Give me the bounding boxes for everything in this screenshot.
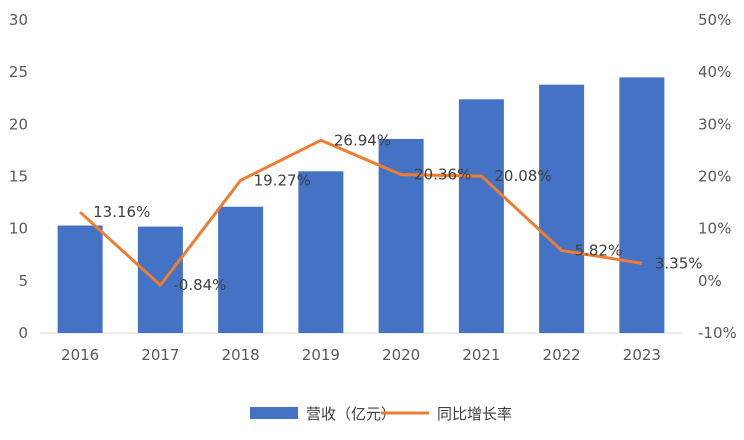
growth-data-label: 19.27% [254, 171, 311, 189]
x-tick-label: 2018 [222, 346, 260, 364]
y-left-tick-label: 5 [18, 272, 28, 290]
bar [137, 226, 183, 333]
bar [458, 99, 504, 333]
growth-data-label: 26.94% [334, 131, 391, 149]
left-axis: 0 5 10 15 20 25 30 [9, 11, 28, 342]
growth-data-label: -0.84% [173, 276, 226, 294]
x-tick-label: 2022 [543, 346, 581, 364]
line-series [79, 138, 643, 287]
y-right-tick-label: 10% [698, 220, 731, 238]
line-data-labels: 13.16% -0.84% 19.27% 26.94% 20.36% 20.08% 5.82… [93, 131, 702, 294]
y-right-tick-label: 40% [698, 63, 731, 81]
x-tick-label: 2023 [623, 346, 661, 364]
legend-label-growth: 同比增长率 [437, 405, 512, 423]
y-right-tick-label: 0% [698, 272, 722, 290]
x-tick-label: 2020 [382, 346, 420, 364]
growth-data-label: 20.08% [494, 167, 551, 185]
legend-swatch-revenue [250, 407, 298, 419]
y-left-tick-label: 30 [9, 11, 28, 29]
y-right-tick-label: 30% [698, 115, 731, 133]
bar [218, 206, 264, 333]
x-tick-label: 2017 [141, 346, 179, 364]
bar-series [57, 77, 665, 333]
y-left-tick-label: 20 [9, 115, 28, 133]
x-tick-label: 2016 [61, 346, 99, 364]
x-tick-label: 2021 [462, 346, 500, 364]
growth-data-label: 3.35% [655, 254, 703, 272]
bar [619, 77, 665, 333]
growth-data-label: 13.16% [93, 203, 150, 221]
right-axis: -10% 0% 10% 20% 30% 40% 50% [698, 11, 737, 342]
bar [57, 225, 103, 333]
bar [539, 84, 585, 333]
x-axis: 2016 2017 2018 2019 2020 2021 2022 2023 [61, 346, 661, 364]
y-left-tick-label: 10 [9, 220, 28, 238]
x-tick-label: 2019 [302, 346, 340, 364]
y-left-tick-label: 25 [9, 63, 28, 81]
y-left-tick-label: 0 [18, 324, 28, 342]
y-left-tick-label: 15 [9, 168, 28, 186]
legend-label-revenue: 营收（亿元） [306, 405, 396, 423]
y-right-tick-label: 20% [698, 168, 731, 186]
y-right-tick-label: -10% [698, 324, 737, 342]
bar [298, 171, 344, 333]
y-right-tick-label: 50% [698, 11, 731, 29]
growth-data-label: 20.36% [414, 166, 471, 184]
growth-data-label: 5.82% [575, 241, 623, 259]
bar [378, 138, 424, 333]
legend: 营收（亿元） 同比增长率 [250, 405, 512, 423]
growth-rate-line [79, 138, 643, 287]
